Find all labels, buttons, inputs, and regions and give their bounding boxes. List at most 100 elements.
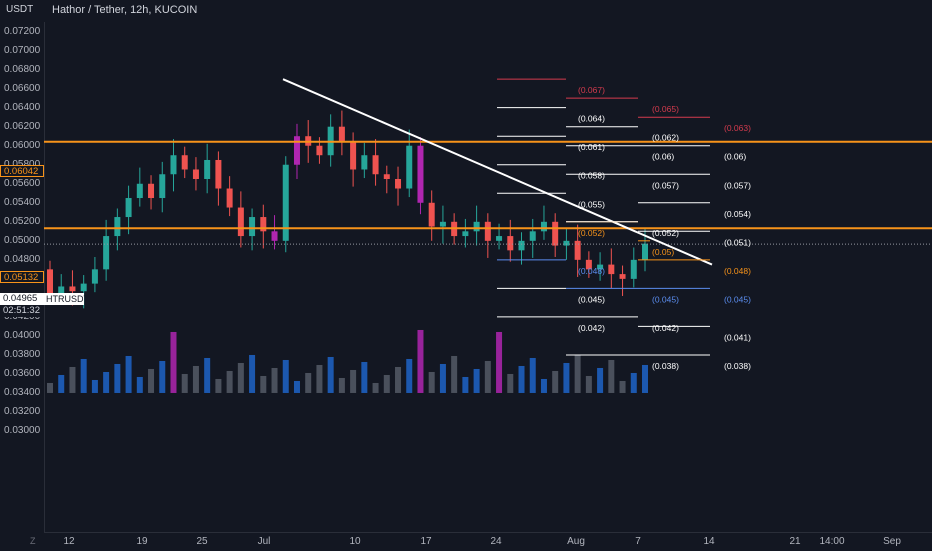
candle-body [597,264,604,270]
candle-body [237,207,244,237]
fib-target-label: (0.061) [578,142,605,152]
price-axis-label: 0.05600 [4,177,41,189]
price-axis-label: 0.06400 [4,101,41,113]
fib-target-label: (0.052) [652,228,679,238]
chart-header: USDT Hathor / Tether, 12h, KUCOIN [0,0,932,22]
volume-bar [181,373,188,393]
volume-bar [58,374,65,393]
fib-target-label: (0.058) [578,171,605,181]
time-axis-label: 12 [63,536,75,547]
price-axis-label: 0.04000 [4,329,41,341]
volume-bar [552,370,559,393]
volume-bar [159,360,166,393]
fib-target-label: (0.042) [652,323,679,333]
volume-bar [327,356,334,393]
candle-body [249,217,256,237]
candle-body [585,259,592,270]
lower-level-tag: 0.05132 [0,271,44,283]
time-axis-label: 17 [420,536,432,547]
chart-title[interactable]: Hathor / Tether, 12h, KUCOIN [52,4,198,16]
upper-level-tag: 0.06042 [0,165,44,177]
time-axis[interactable]: 12 19 25 Jul 10 17 24 Aug 7 14 21 14:00 Sep [44,532,932,551]
candle-body [473,221,480,232]
volume-bar [462,376,469,393]
fib-target-label: (0.063) [724,123,751,133]
candle-body [361,155,368,170]
volume-bar [406,358,413,393]
volume-bar [271,367,278,393]
price-axis-label: 0.03000 [4,425,41,437]
volume-bar [451,355,458,393]
fib-target-label: (0.038) [652,361,679,371]
volume-bar [136,376,143,393]
volume-bar [91,379,98,393]
volume-bar [260,375,267,393]
candle-body [148,183,155,199]
candle-body [619,274,626,279]
candle-body [215,159,222,189]
fib-target-label: (0.05) [652,247,674,257]
volume-bar [597,367,604,393]
fib-target-label: (0.045) [652,294,679,304]
volume-bar [630,372,637,393]
candle-body [204,159,211,180]
volume-bar [642,364,648,393]
fib-target-label: (0.064) [578,114,605,124]
fib-target-label: (0.045) [724,294,751,304]
candle-body [58,286,65,294]
time-axis-label: Sep [883,536,901,547]
candle-body [260,217,267,232]
chart-plot[interactable]: (0.067) (0.065) (0.063) (0.064) (0.062) (0.06… [44,22,932,532]
volume-bar [47,382,53,393]
candle-body [496,236,503,241]
volume-bar [484,360,491,393]
candle-body [69,286,76,292]
candle-body [428,202,435,227]
time-axis-label: Aug [567,536,585,547]
candle-body [507,236,514,251]
volume-bar [69,366,76,393]
candle-body [159,174,166,199]
price-axis-label: 0.06200 [4,120,41,132]
price-axis-label: 0.03400 [4,386,41,398]
fib-target-label: (0.06) [724,152,746,162]
candle-body [170,155,177,175]
price-axis-label: 0.03200 [4,406,41,417]
candle-body [136,183,143,199]
axis-currency-label[interactable]: USDT [6,4,34,15]
candle-body [350,140,357,170]
candle-body [316,145,323,156]
fib-target-label: (0.057) [724,180,751,190]
time-axis-label: 7 [635,536,641,547]
time-axis-label: 25 [196,536,208,547]
candle-body [293,136,300,165]
time-axis-label: 19 [136,536,148,547]
candle-body [540,221,547,232]
volume-bar [395,366,402,393]
price-axis-label: 0.05400 [4,196,41,208]
fib-target-label: (0.054) [724,209,751,219]
volume-bar [204,357,211,393]
volume-bar [619,380,626,393]
candle-body [282,164,289,241]
volume-bar [282,359,289,393]
price-axis-label: 0.06800 [4,63,41,75]
volume-bar [192,365,199,393]
candle-body [395,179,402,189]
volume-bar [608,359,615,393]
candle-body [338,126,345,141]
candle-body [271,231,278,241]
timezone-icon[interactable]: Z [30,536,36,546]
time-axis-label: 14:00 [819,536,845,547]
time-axis-label: 14 [703,536,715,547]
volume-bar [114,363,121,393]
candle-body [574,240,581,260]
fib-target-label: (0.048) [578,266,605,276]
fib-target-label: (0.057) [652,180,679,190]
volume-bar [170,331,177,393]
symbol-tag: HTRUSDT [44,293,89,305]
fib-target-label: (0.055) [578,199,605,209]
volume-bar [148,368,155,393]
candle-body [372,155,379,175]
volume-bar [563,362,570,393]
